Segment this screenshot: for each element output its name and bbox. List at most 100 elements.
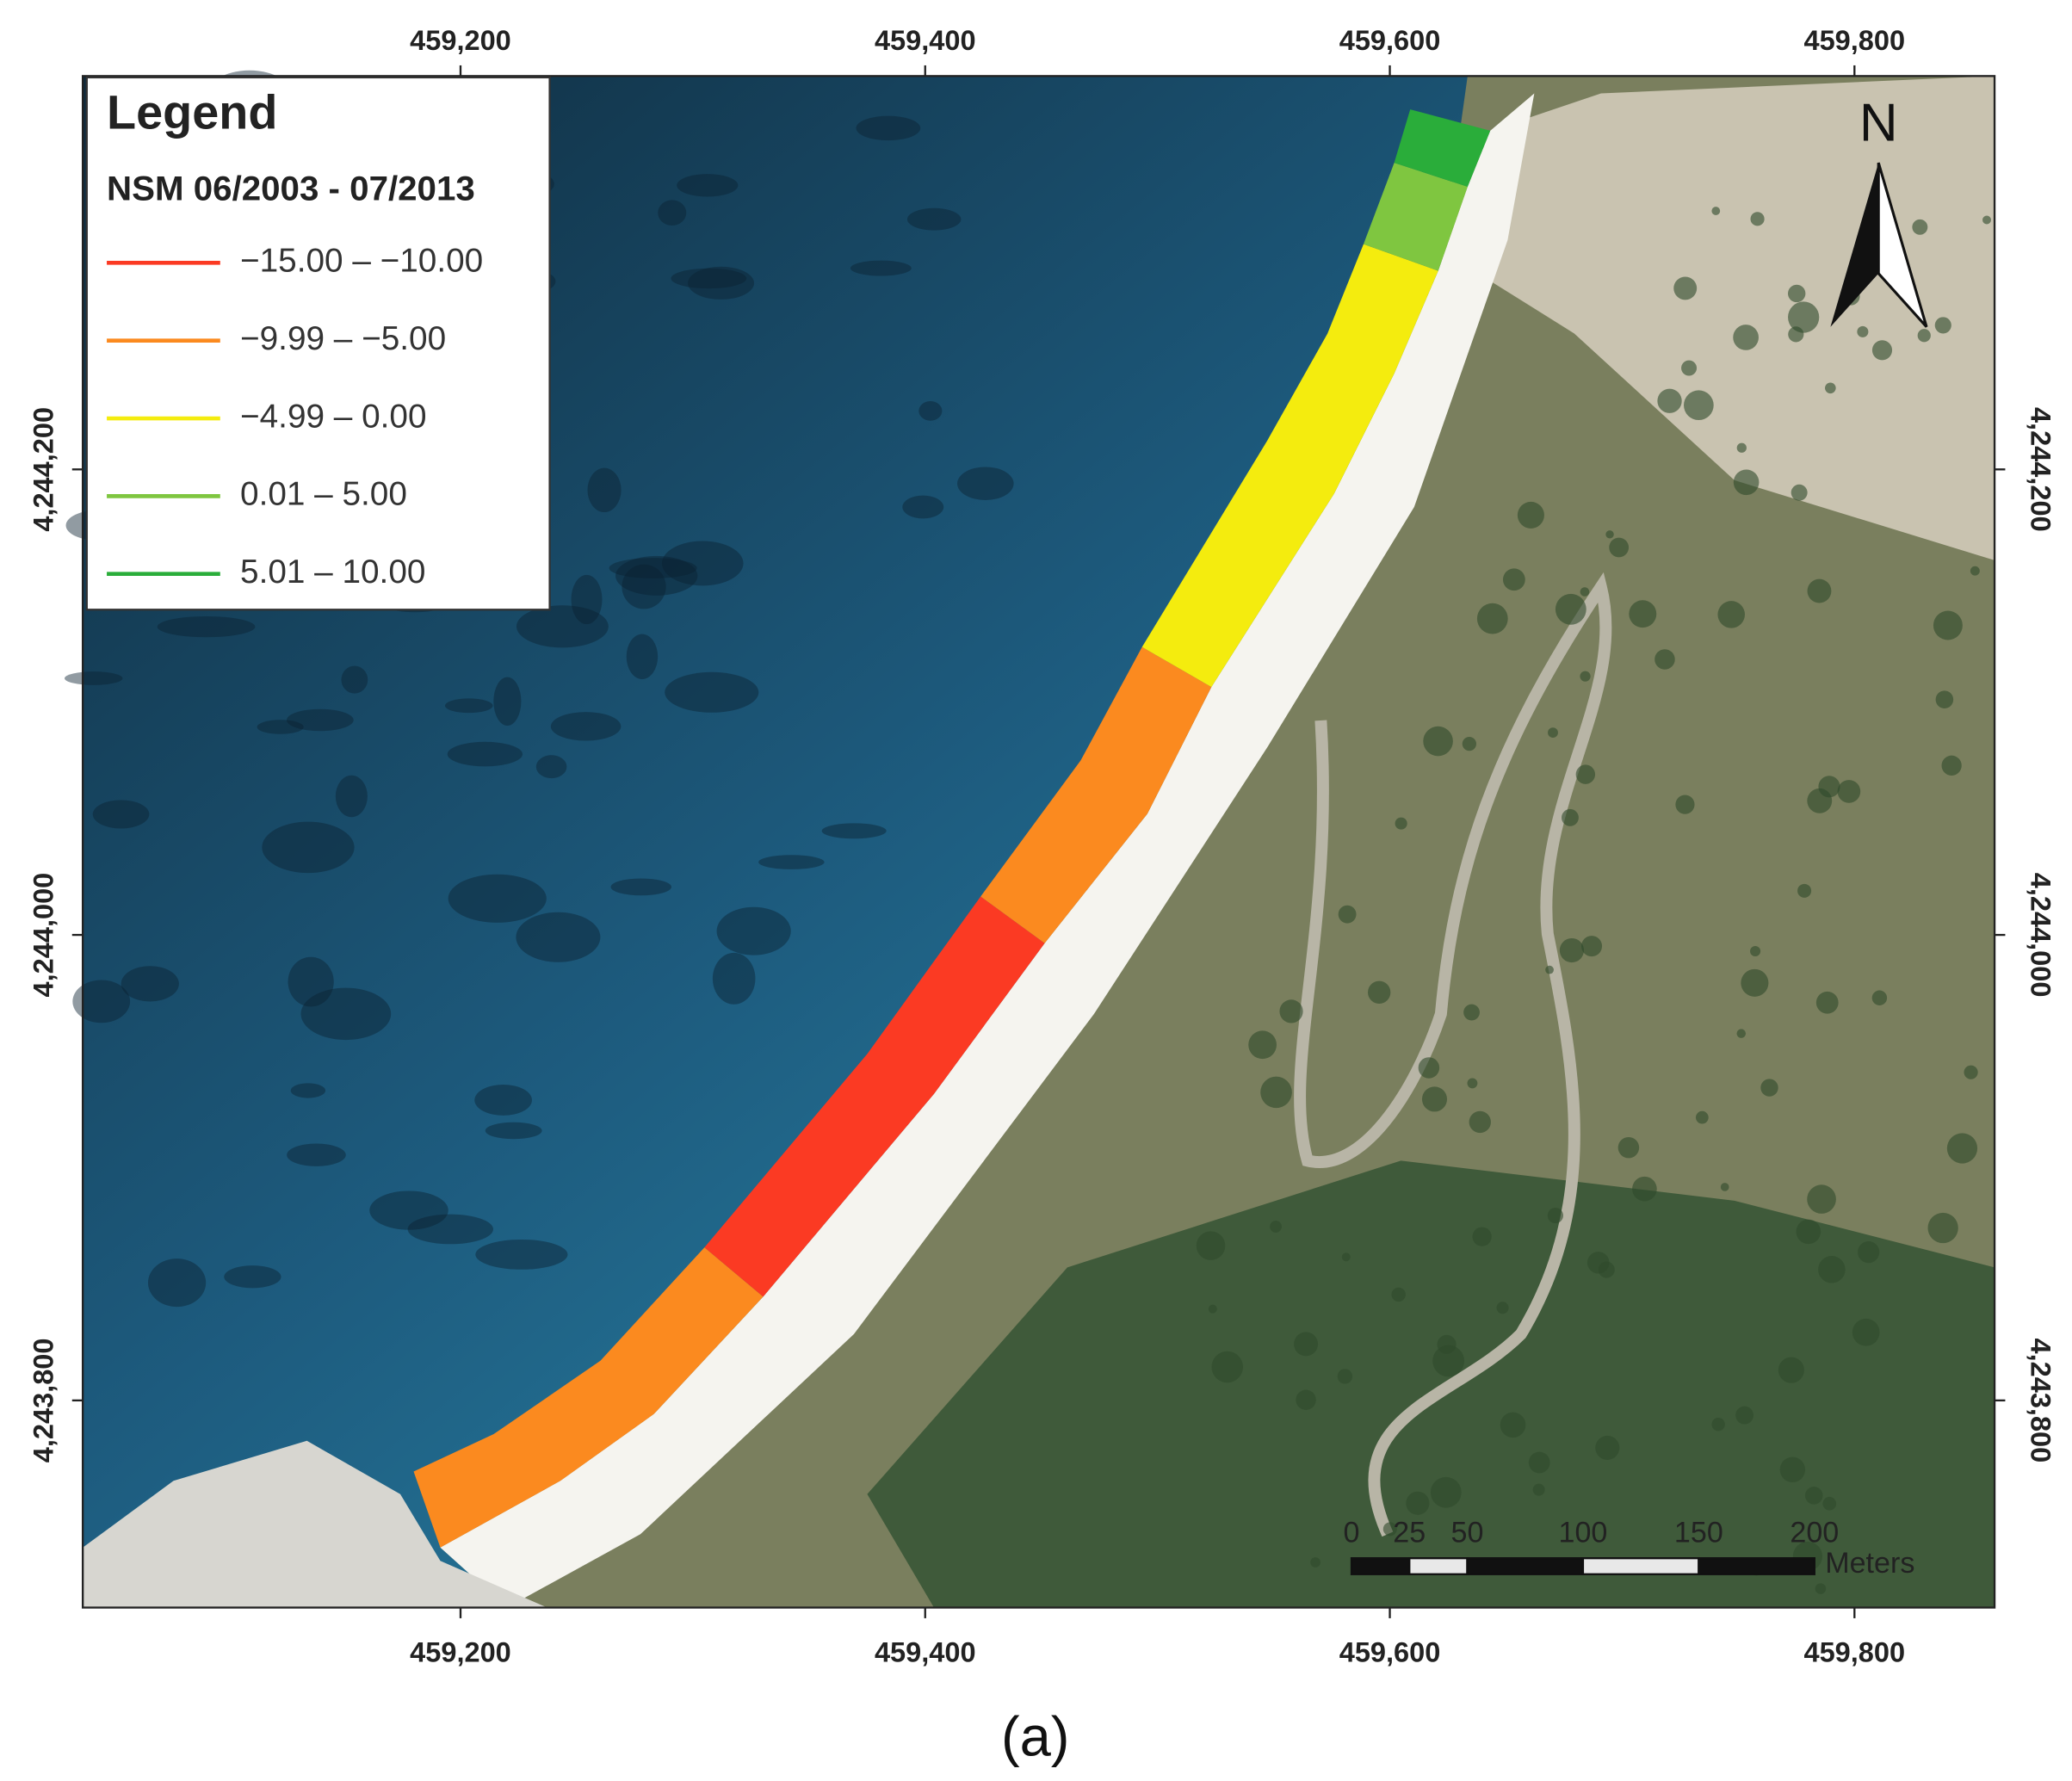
x-tick-label: 459,600: [1339, 25, 1441, 56]
shrub: [1733, 325, 1759, 350]
shrub: [1871, 990, 1888, 1005]
shrub: [1547, 1207, 1563, 1224]
shrub: [1871, 340, 1893, 361]
shrub: [1825, 382, 1836, 394]
shrub: [1395, 817, 1407, 830]
seagrass: [475, 1239, 568, 1270]
y-tick-label: 4,244,200: [2026, 407, 2057, 532]
seagrass: [485, 1122, 542, 1140]
north-arrow: [1877, 162, 1928, 328]
shrub: [1418, 1057, 1440, 1079]
legend-label: −9.99 – −5.00: [240, 320, 446, 357]
x-tick-label: 459,400: [875, 25, 976, 56]
legend-label: 0.01 – 5.00: [240, 476, 407, 513]
shrub: [1804, 1487, 1823, 1505]
shrub: [1500, 1412, 1526, 1438]
seagrass: [661, 541, 744, 586]
shrub: [1852, 1318, 1880, 1346]
x-tick-label: 459,200: [410, 1636, 511, 1667]
seagrass: [758, 855, 825, 869]
shrub: [1970, 566, 1980, 576]
north-arrow: [1830, 163, 1879, 327]
shrub: [1822, 1496, 1837, 1511]
shrub: [1797, 883, 1812, 898]
shrub: [1787, 284, 1806, 303]
shrub: [1934, 317, 1951, 334]
seagrass: [288, 956, 334, 1007]
seagrass: [287, 1143, 346, 1166]
shrub: [1310, 1557, 1321, 1568]
shrub: [1532, 1483, 1545, 1496]
scale-bar-label: 0: [1344, 1516, 1360, 1549]
shrub: [1406, 1491, 1430, 1515]
shrub: [1575, 764, 1596, 784]
shrub: [1673, 276, 1698, 300]
shrub: [1711, 1418, 1725, 1432]
shrub: [1933, 610, 1963, 640]
shrub: [1807, 1184, 1836, 1214]
shrub: [1760, 1079, 1778, 1097]
y-tick-label: 4,244,000: [28, 873, 59, 998]
shrub: [1733, 469, 1760, 496]
seagrass: [671, 268, 747, 289]
seagrass: [550, 712, 622, 741]
seagrass: [444, 698, 493, 714]
seagrass: [224, 1265, 281, 1289]
shoreline-segment: [980, 646, 1212, 943]
shrub: [1750, 212, 1765, 226]
shoreline-segment: [1363, 163, 1468, 271]
shrub: [1632, 1176, 1657, 1202]
shrub: [1580, 671, 1591, 682]
shrub: [1796, 1219, 1822, 1245]
shoreline-segment: [1394, 109, 1491, 187]
shrub: [1815, 1583, 1827, 1594]
shrub: [1382, 1522, 1397, 1537]
scale-bar-label: 50: [1451, 1516, 1484, 1549]
seagrass: [335, 775, 368, 818]
seagrass: [286, 708, 354, 732]
seagrass: [571, 574, 603, 625]
shrub: [1337, 1369, 1353, 1384]
seagrass: [493, 677, 522, 726]
shrub: [1912, 219, 1928, 235]
seagrass: [716, 906, 791, 955]
shrub: [1617, 1136, 1640, 1159]
satellite-image: [64, 70, 1995, 1608]
seagrass: [688, 266, 755, 300]
scale-bar-segment: [1581, 1557, 1700, 1575]
seagrass: [262, 821, 355, 874]
seagrass: [658, 200, 687, 226]
shrub: [1423, 726, 1453, 757]
seagrass: [626, 634, 659, 679]
seagrass: [407, 1214, 494, 1245]
shrub: [1818, 1256, 1846, 1283]
rocks: [83, 1440, 547, 1608]
scale-bar-label: 25: [1393, 1516, 1426, 1549]
shrub: [1779, 1456, 1806, 1483]
shrub: [1528, 1451, 1550, 1474]
shrub: [1463, 1004, 1480, 1021]
scale-bar-segment: [1408, 1557, 1469, 1575]
shrub: [1695, 1110, 1709, 1124]
seagrass: [516, 912, 601, 962]
shoreline-segment: [1141, 244, 1438, 688]
shrub: [1711, 207, 1721, 215]
seagrass: [92, 800, 150, 829]
shrub: [1655, 649, 1675, 670]
shrub: [1462, 736, 1476, 751]
caption: (a): [1001, 1705, 1070, 1768]
seagrass: [535, 755, 567, 779]
hillside: [867, 1160, 1995, 1608]
map-frame: [81, 75, 1996, 1609]
shrub: [1788, 301, 1820, 333]
shrub: [1368, 980, 1391, 1005]
shrub: [1720, 1183, 1729, 1191]
seagrass: [474, 1084, 532, 1116]
shrub: [1605, 530, 1614, 539]
seagrass: [121, 966, 179, 1002]
shrub: [1736, 1029, 1747, 1038]
shrub: [1559, 937, 1585, 963]
shrub: [1818, 776, 1840, 798]
shrub: [1469, 1110, 1491, 1134]
